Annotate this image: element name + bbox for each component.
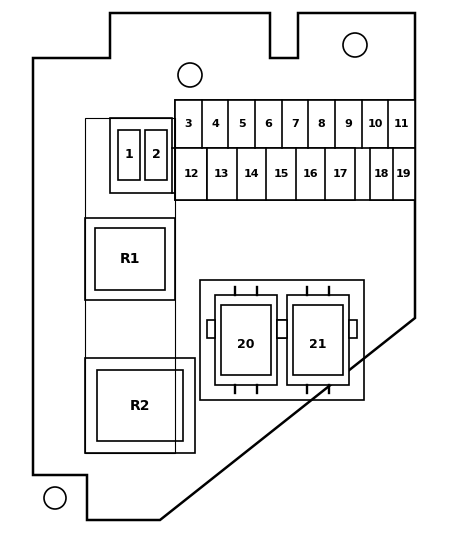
Text: 17: 17 (333, 169, 348, 179)
Text: 6: 6 (265, 119, 272, 129)
Polygon shape (33, 13, 415, 520)
Bar (97, 370, 183, 441)
Bar (370, 148, 415, 200)
Bar (110, 118, 172, 193)
Text: 21: 21 (309, 339, 327, 352)
Bar (118, 130, 140, 180)
Bar (277, 320, 287, 338)
Text: 3: 3 (184, 119, 192, 129)
Bar (145, 130, 167, 180)
Text: R2: R2 (130, 399, 150, 413)
Bar (175, 100, 415, 200)
Bar (221, 305, 271, 375)
Bar (277, 320, 285, 338)
Text: 2: 2 (152, 149, 160, 162)
Text: 13: 13 (214, 169, 230, 179)
Text: 19: 19 (396, 169, 412, 179)
Text: 8: 8 (318, 119, 325, 129)
Text: 20: 20 (237, 339, 255, 352)
Bar (293, 305, 343, 375)
Text: 10: 10 (367, 119, 382, 129)
Bar (85, 358, 195, 453)
Text: 5: 5 (238, 119, 246, 129)
Text: 9: 9 (344, 119, 352, 129)
Bar (200, 280, 364, 400)
Circle shape (178, 63, 202, 87)
Bar (95, 228, 165, 290)
Bar (287, 295, 349, 385)
Bar (215, 295, 277, 385)
Text: R1: R1 (120, 252, 140, 266)
Circle shape (343, 33, 367, 57)
Bar (85, 118, 175, 453)
Bar (175, 100, 415, 148)
Bar (175, 148, 207, 200)
Text: 1: 1 (125, 149, 133, 162)
Text: 15: 15 (273, 169, 289, 179)
Text: 11: 11 (394, 119, 410, 129)
Text: 7: 7 (291, 119, 299, 129)
Text: 14: 14 (243, 169, 259, 179)
Text: 12: 12 (183, 169, 199, 179)
Bar (85, 218, 175, 300)
Bar (207, 148, 355, 200)
Bar (207, 320, 215, 338)
Bar (349, 320, 357, 338)
Text: 16: 16 (303, 169, 319, 179)
Text: 18: 18 (374, 169, 389, 179)
Circle shape (44, 487, 66, 509)
Text: 4: 4 (211, 119, 219, 129)
